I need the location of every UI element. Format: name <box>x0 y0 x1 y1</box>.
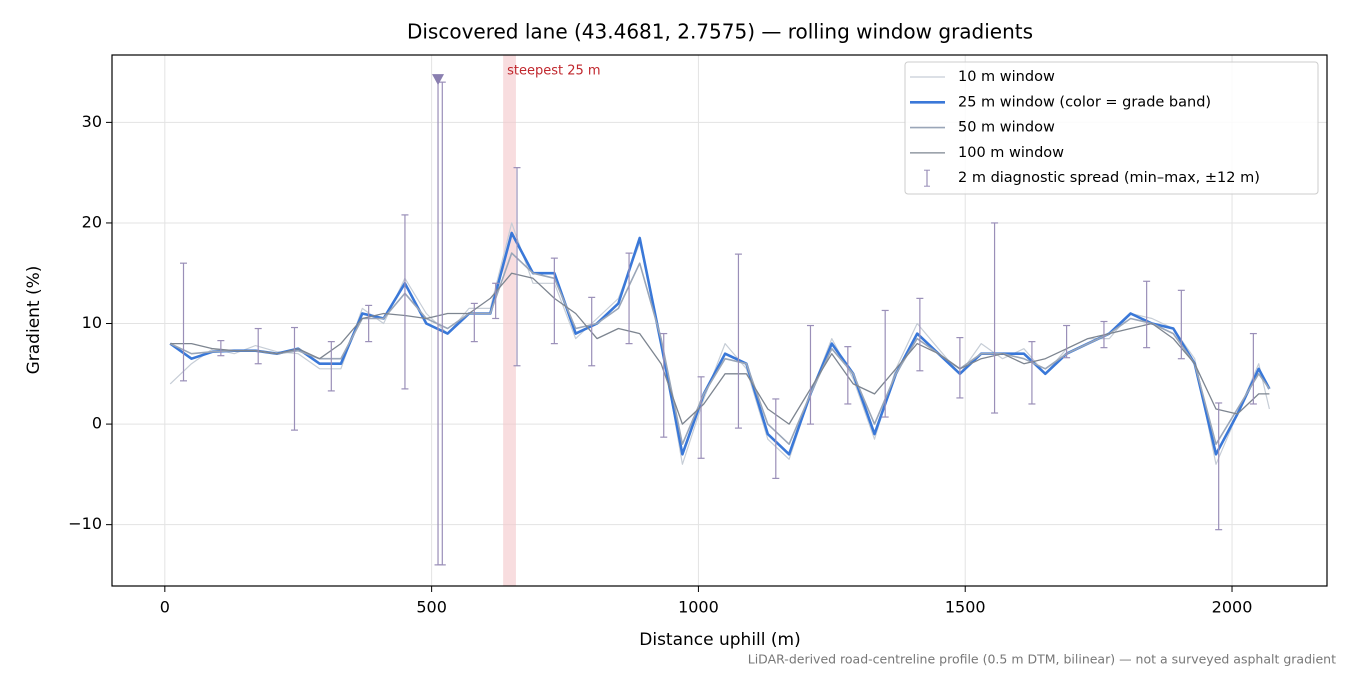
error-bar <box>1100 320 1108 349</box>
error-bar <box>806 324 814 425</box>
error-bar <box>217 340 225 357</box>
error-bar <box>290 326 298 431</box>
error-bar <box>1028 341 1036 405</box>
highlight-label: steepest 25 m <box>507 64 600 79</box>
axes-frame <box>111 54 1328 587</box>
error-bar <box>401 214 409 390</box>
y-tick-label: −10 <box>68 514 102 533</box>
y-tick-label: 20 <box>82 212 102 231</box>
error-bar <box>734 253 742 429</box>
error-bar <box>470 302 478 343</box>
error-bar <box>660 332 668 438</box>
series-line <box>169 252 1271 445</box>
x-axis-label: Distance uphill (m) <box>639 630 800 650</box>
error-bar <box>697 376 705 459</box>
legend-label: 2 m diagnostic spread (min–max, ±12 m) <box>958 170 1260 186</box>
error-bar <box>772 398 780 479</box>
error-bar <box>254 327 262 365</box>
y-tick-label: 30 <box>82 112 102 131</box>
x-tick-label: 2000 <box>1212 598 1253 617</box>
legend-box <box>904 61 1319 195</box>
error-bar <box>492 282 500 320</box>
error-bar <box>916 297 924 372</box>
error-bar <box>625 252 633 345</box>
error-bar <box>365 304 373 343</box>
error-bar <box>550 257 558 345</box>
error-bar <box>588 296 596 367</box>
error-bar <box>1063 324 1071 359</box>
error-bar <box>1215 402 1223 531</box>
highlight-band <box>503 55 516 586</box>
error-bar <box>881 309 889 418</box>
y-axis-label: Gradient (%) <box>24 266 44 375</box>
legend-label: 25 m window (color = grade band) <box>958 94 1211 110</box>
x-tick-label: 1000 <box>678 598 719 617</box>
chart-title: Discovered lane (43.4681, 2.7575) — roll… <box>407 20 1033 44</box>
axes: 0 500 1000 1500 2000 −10 0 10 20 30 steepest 25 m <box>68 64 1252 617</box>
legend-label: 50 m window <box>958 120 1055 136</box>
error-bar <box>180 262 188 382</box>
y-tick-label: 0 <box>92 414 102 433</box>
error-bar <box>1143 280 1151 349</box>
series-line <box>170 272 1270 425</box>
error-bar <box>1249 332 1257 405</box>
x-tick-label: 0 <box>160 598 170 617</box>
y-tick-label: 10 <box>82 313 102 332</box>
x-tick-label: 500 <box>416 598 447 617</box>
legend-label: 100 m window <box>958 145 1064 161</box>
error-bar <box>844 346 852 405</box>
error-bar <box>513 167 521 367</box>
x-tick-label: 1500 <box>945 598 986 617</box>
footer-note: LiDAR-derived road-centreline profile (0… <box>748 652 1336 667</box>
legend-label: 10 m window <box>958 69 1055 85</box>
plot-area <box>169 55 1271 586</box>
error-bar <box>956 336 964 399</box>
clip-marker <box>432 74 445 86</box>
legend: 10 m window 25 m window (color = grade ba… <box>904 61 1319 195</box>
error-bar <box>438 81 446 566</box>
error-bar <box>327 341 335 392</box>
error-bar <box>1177 289 1185 360</box>
error-bar <box>991 222 999 414</box>
